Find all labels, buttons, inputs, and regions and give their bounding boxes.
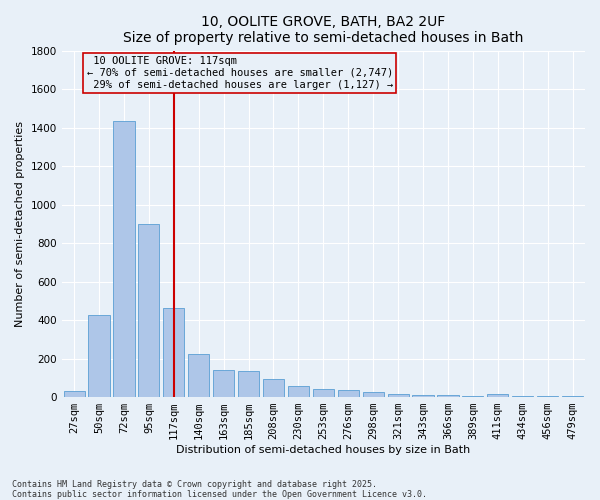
- Bar: [138, 224, 160, 397]
- Text: Contains HM Land Registry data © Crown copyright and database right 2025.
Contai: Contains HM Land Registry data © Crown c…: [12, 480, 427, 499]
- Bar: [412, 395, 434, 397]
- Bar: [88, 316, 110, 397]
- Bar: [362, 392, 384, 397]
- Bar: [263, 379, 284, 397]
- Bar: [213, 370, 234, 397]
- Bar: [437, 395, 458, 397]
- Bar: [537, 396, 558, 397]
- Bar: [313, 390, 334, 397]
- Bar: [338, 390, 359, 397]
- Bar: [238, 371, 259, 397]
- Bar: [562, 396, 583, 397]
- Bar: [487, 394, 508, 397]
- Bar: [163, 308, 184, 397]
- Bar: [113, 121, 134, 397]
- Y-axis label: Number of semi-detached properties: Number of semi-detached properties: [15, 121, 25, 327]
- Bar: [388, 394, 409, 397]
- Bar: [188, 354, 209, 397]
- Bar: [288, 386, 309, 397]
- X-axis label: Distribution of semi-detached houses by size in Bath: Distribution of semi-detached houses by …: [176, 445, 470, 455]
- Title: 10, OOLITE GROVE, BATH, BA2 2UF
Size of property relative to semi-detached house: 10, OOLITE GROVE, BATH, BA2 2UF Size of …: [123, 15, 524, 45]
- Bar: [512, 396, 533, 397]
- Bar: [64, 392, 85, 397]
- Bar: [462, 396, 484, 397]
- Text: 10 OOLITE GROVE: 117sqm
← 70% of semi-detached houses are smaller (2,747)
 29% o: 10 OOLITE GROVE: 117sqm ← 70% of semi-de…: [86, 56, 393, 90]
